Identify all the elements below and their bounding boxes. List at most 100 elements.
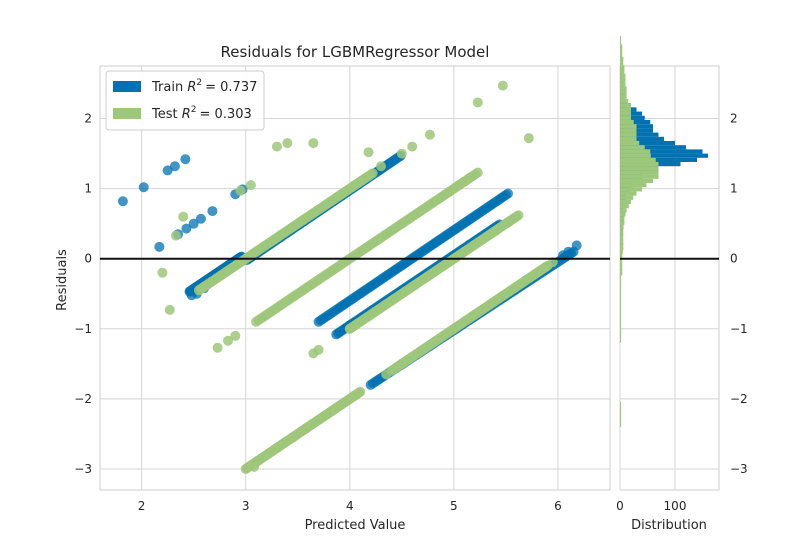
- scatter-point-test: [157, 267, 168, 278]
- distribution-panel: 0 100 −3 −2 −1 0 1 2 Distribution: [616, 35, 748, 533]
- distribution-bar-test: [620, 199, 631, 205]
- distribution-bar-test: [620, 271, 623, 276]
- y-tick-label: 0: [84, 252, 92, 266]
- scatter-point-test: [271, 141, 282, 152]
- distribution-bar-test: [620, 166, 659, 171]
- scatter-point-train: [207, 206, 218, 217]
- distribution-bar-test: [620, 309, 622, 314]
- scatter-point-test: [230, 330, 241, 341]
- distribution-y-tick-label: 2: [730, 112, 738, 126]
- distribution-bar-train: [620, 157, 697, 163]
- distribution-bar-train: [620, 132, 659, 137]
- x-tick-label: 6: [554, 499, 562, 513]
- distribution-x-tick-labels: 0 100: [616, 499, 686, 513]
- x-tick-label: 2: [138, 499, 146, 513]
- scatter-point-test: [164, 304, 175, 315]
- scatter-point-test: [376, 161, 387, 172]
- y-tick-label: −3: [74, 462, 92, 476]
- distribution-bar-test: [620, 52, 623, 57]
- scatter-point-test: [407, 141, 418, 152]
- distribution-bar-test: [620, 44, 623, 49]
- y-tick-label: −1: [74, 322, 92, 336]
- scatter-point-test: [329, 404, 340, 415]
- distribution-bar-test: [620, 162, 659, 167]
- scatter-point-test: [301, 423, 312, 434]
- scatter-point-test: [472, 167, 483, 178]
- distribution-bar-test: [620, 414, 622, 419]
- distribution-bar-test: [620, 82, 626, 87]
- distribution-bar-test: [620, 338, 622, 343]
- distribution-bar-test: [620, 183, 647, 188]
- distribution-y-tick-labels: −3 −2 −1 0 1 2: [730, 112, 748, 476]
- legend-label-test: Test R2 = 0.303: [151, 105, 252, 122]
- distribution-bar-test: [620, 140, 640, 146]
- scatter-point-train: [169, 161, 180, 172]
- scatter-point-test: [170, 230, 181, 241]
- x-tick-label: 4: [346, 499, 354, 513]
- distribution-bar-test: [620, 149, 651, 154]
- scatter-point-test: [363, 147, 374, 158]
- scatter-point-train: [154, 241, 165, 252]
- distribution-bar-test: [620, 98, 629, 104]
- distribution-bar-test: [620, 279, 622, 284]
- distribution-axis-label: Distribution: [631, 518, 707, 533]
- distribution-bar-test: [620, 275, 622, 280]
- distribution-bar-test: [620, 170, 659, 175]
- scatter-point-test: [464, 173, 475, 184]
- legend-label-train: Train R2 = 0.737: [151, 78, 257, 95]
- distribution-bar-test: [620, 267, 623, 272]
- scatter-point-train: [117, 196, 128, 207]
- distribution-bar-test: [620, 56, 624, 62]
- distribution-bar-test: [620, 321, 622, 327]
- scatter-point-test: [472, 97, 483, 108]
- distribution-bar-test: [620, 86, 627, 91]
- distribution-y-tick-label: −3: [730, 462, 748, 476]
- residuals-plot-panel: 2 3 4 5 6 −3 −2 −1 0 1 2 Residuals for LGBMRegres…: [55, 43, 611, 533]
- distribution-bar-test: [620, 77, 626, 83]
- distribution-bar-test: [620, 405, 622, 411]
- scatter-point-test: [318, 411, 329, 422]
- scatter-point-test: [253, 455, 264, 466]
- scatter-point-train: [181, 223, 192, 234]
- scatter-point-test: [547, 257, 558, 268]
- distribution-bar-train: [620, 140, 675, 146]
- scatter-point-test: [212, 342, 223, 353]
- distribution-bar-test: [620, 233, 624, 238]
- scatter-point-test: [308, 138, 319, 149]
- y-tick-labels: −3 −2 −1 0 1 2: [74, 112, 92, 476]
- distribution-bar-test: [620, 313, 622, 318]
- y-axis-label: Residuals: [55, 249, 70, 311]
- distribution-bar-test: [620, 208, 627, 213]
- distribution-bar-test: [620, 65, 625, 70]
- distribution-bar-test: [620, 283, 622, 289]
- distribution-bar-test: [620, 73, 626, 78]
- distribution-bar-test: [620, 204, 629, 209]
- y-tick-label: 1: [84, 182, 92, 196]
- distribution-bar-train: [620, 149, 703, 154]
- distribution-bar-test: [620, 69, 625, 74]
- distribution-bar-test: [620, 111, 631, 116]
- distribution-bar-test: [620, 229, 624, 234]
- distribution-bar-train: [620, 115, 645, 120]
- scatter-point-test: [513, 210, 524, 221]
- scatter-point-train: [571, 240, 582, 251]
- x-tick-label: 5: [450, 499, 458, 513]
- distribution-bar-test: [620, 90, 627, 95]
- distribution-bar-test: [620, 292, 622, 297]
- legend-swatch-train: [113, 81, 141, 92]
- distribution-y-tick-label: 0: [730, 252, 738, 266]
- distribution-bar-test: [620, 254, 623, 259]
- distribution-bar-test: [620, 124, 637, 129]
- distribution-bar-test: [620, 401, 622, 406]
- distribution-bar-test: [620, 317, 622, 322]
- scatter-point-test: [443, 187, 454, 198]
- scatter-point-test: [503, 217, 513, 228]
- distribution-bar-test: [620, 225, 624, 230]
- scatter-point-test: [223, 335, 234, 346]
- scatter-point-test: [424, 129, 435, 140]
- distribution-bar-test: [620, 330, 622, 335]
- legend-swatch-test: [113, 108, 141, 119]
- distribution-bar-test: [620, 191, 637, 196]
- distribution-bar-test: [620, 103, 631, 108]
